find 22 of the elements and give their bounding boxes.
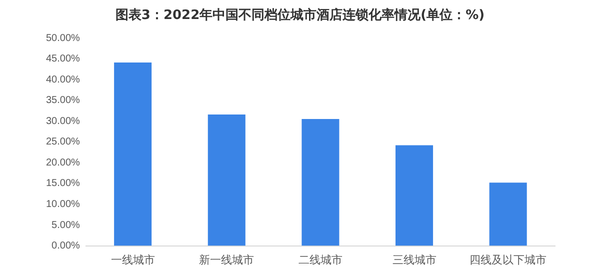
- y-tick-label: 35.00%: [46, 95, 80, 106]
- y-tick-label: 50.00%: [46, 32, 80, 44]
- bar: [208, 114, 246, 246]
- x-tick-label: 三线城市: [392, 253, 436, 266]
- y-tick-label: 45.00%: [46, 54, 80, 65]
- x-tick-label: 四线及以下城市: [470, 253, 547, 266]
- bar: [302, 119, 340, 246]
- bar: [114, 62, 152, 246]
- y-tick-label: 0.00%: [52, 240, 80, 252]
- y-tick-label: 25.00%: [46, 136, 80, 148]
- y-tick-label: 30.00%: [46, 116, 80, 127]
- y-tick-label: 20.00%: [46, 157, 80, 168]
- chart-title: 图表3：2022年中国不同档位城市酒店连锁化率情况(单位：%): [114, 6, 486, 24]
- x-tick-label: 二线城市: [298, 253, 342, 266]
- y-tick-label: 10.00%: [46, 198, 80, 210]
- y-tick-label: 40.00%: [46, 74, 80, 86]
- bar: [489, 182, 527, 246]
- x-tick-label: 新一线城市: [199, 253, 254, 266]
- y-tick-label: 15.00%: [46, 178, 80, 190]
- x-tick-label: 一线城市: [110, 253, 155, 266]
- y-tick-label: 5.00%: [52, 220, 80, 231]
- bar: [396, 145, 434, 246]
